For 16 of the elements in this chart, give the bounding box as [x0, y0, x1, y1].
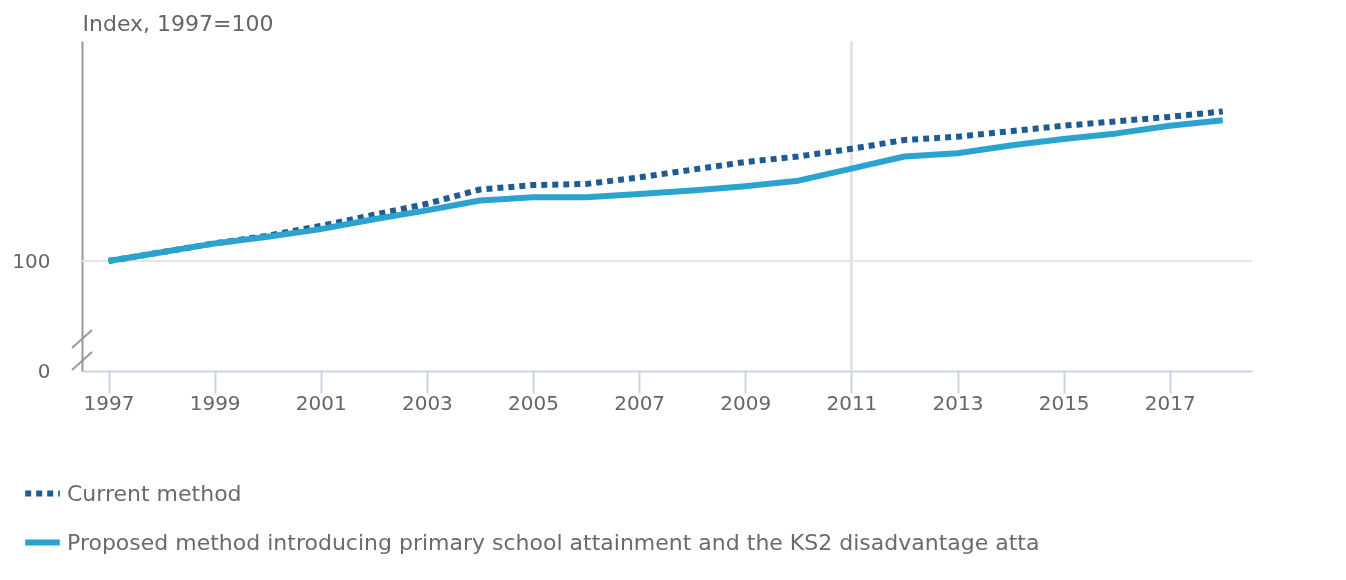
y-tick-label: 100 [12, 248, 51, 273]
x-tick-label: 2001 [295, 390, 347, 415]
y-tick-label: 0 [37, 358, 51, 383]
legend-label: Current method [67, 480, 242, 506]
x-tick-label: 2015 [1038, 390, 1090, 415]
x-tick-label: 2005 [508, 390, 559, 415]
x-tick-label: 1997 [83, 390, 135, 415]
x-tick-label: 2009 [720, 390, 772, 415]
x-tick-label: 2011 [826, 390, 878, 415]
x-tick-label: 2013 [932, 390, 984, 415]
y-axis-title: Index, 1997=100 [82, 10, 274, 36]
x-tick-label: 2003 [401, 390, 453, 415]
x-tick-label: 2007 [614, 390, 666, 415]
x-tick-label: 2017 [1144, 390, 1196, 415]
x-tick-label: 1999 [189, 390, 241, 415]
legend-label: Proposed method introducing primary school attainment and the KS2 disadvantage atta [67, 529, 1040, 555]
